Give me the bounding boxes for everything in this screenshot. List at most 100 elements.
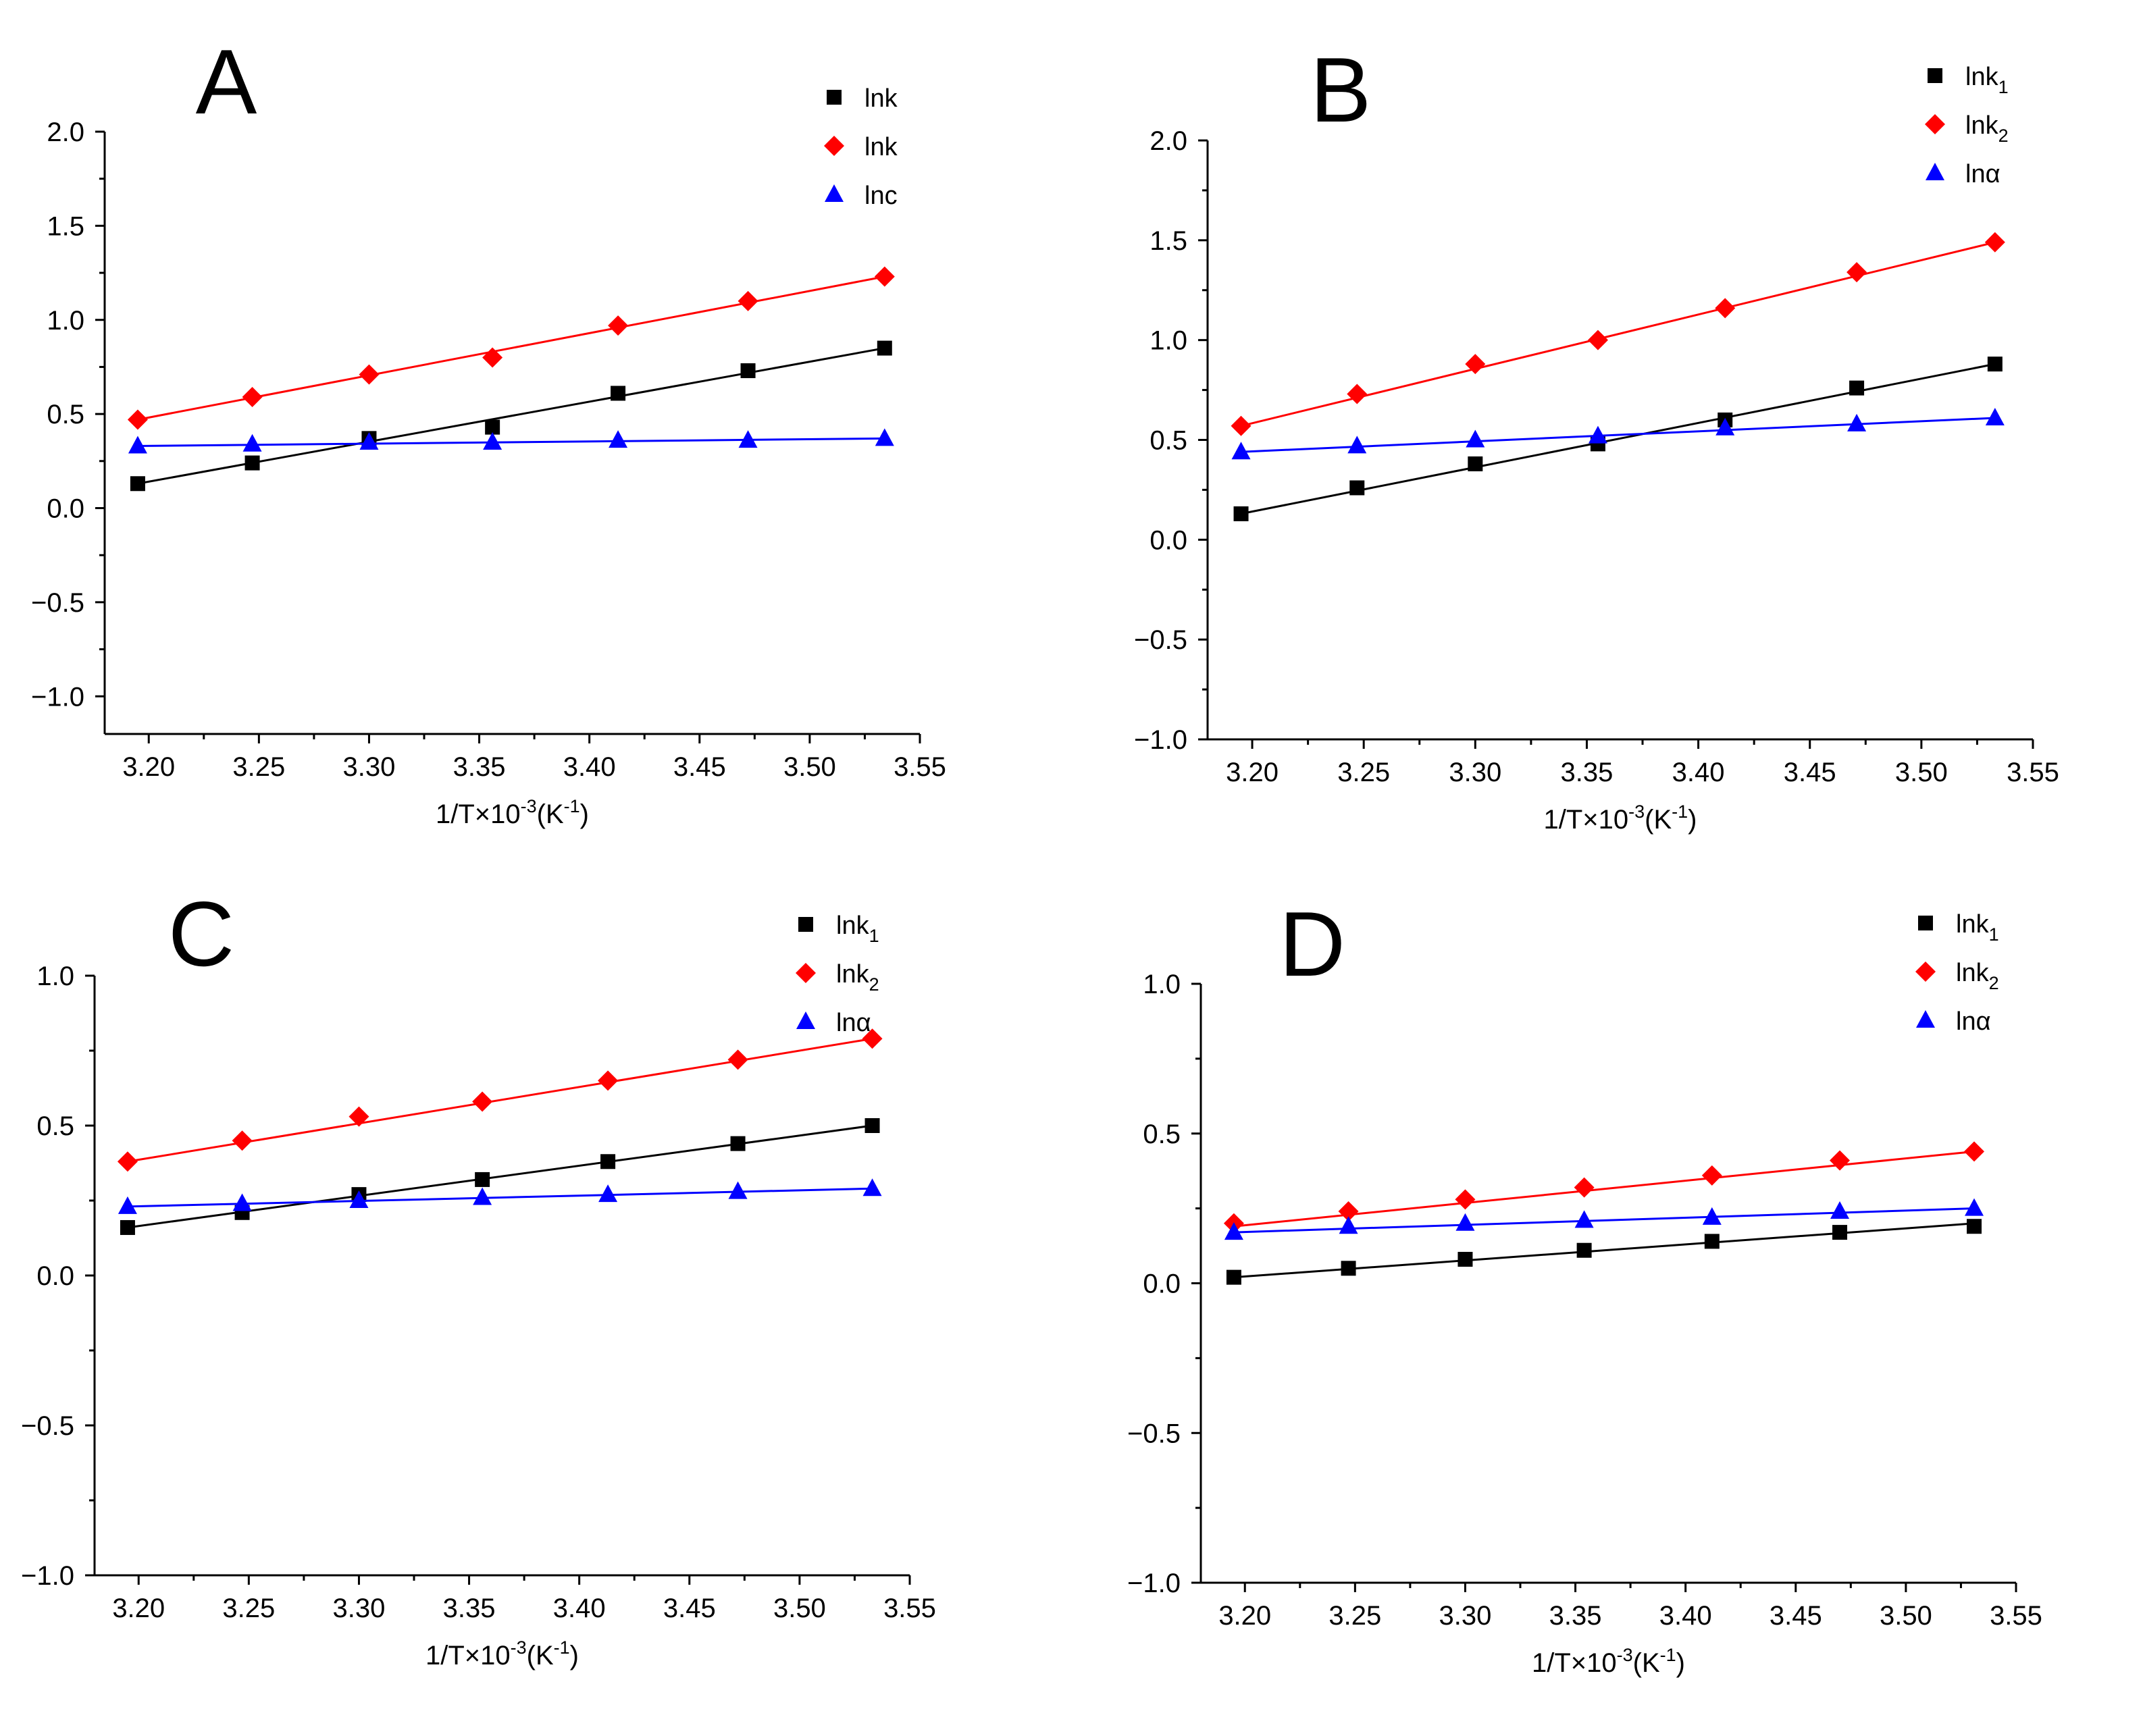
data-point [1701, 1165, 1722, 1186]
data-point [1965, 1198, 1984, 1216]
data-point [232, 1130, 253, 1151]
chart-panel-b: B 3.20 3.25 3.30 3.35 3.40 3.45 3.50 3.55 2.0 1.5 1… [1134, 38, 2059, 835]
data-point [1702, 1207, 1722, 1225]
data-point [1574, 1210, 1594, 1228]
data-point [1830, 1201, 1850, 1219]
data-point [1347, 436, 1367, 454]
data-point [1847, 262, 1867, 283]
y-tick-label: 1.5 [47, 211, 84, 241]
x-tick-label: 3.25 [232, 752, 285, 782]
legend-label: lnk1 [836, 912, 879, 946]
x-axis-label: 1/T×10-3(K-1) [436, 796, 589, 829]
y-tick-label: 0.0 [36, 1261, 74, 1291]
data-point [1347, 384, 1368, 404]
x-tick-label: 3.35 [1549, 1601, 1602, 1631]
data-point [1967, 1219, 1982, 1234]
data-point [128, 436, 147, 454]
series-2 [1231, 407, 2005, 460]
data-point [1349, 480, 1365, 496]
data-point [482, 347, 503, 368]
y-tick-label: −0.5 [31, 588, 84, 618]
data-point [359, 364, 380, 385]
y-tick-label: 1.5 [1150, 226, 1187, 256]
x-tick-label: 3.30 [1449, 758, 1501, 787]
x-tick-label: 3.30 [1439, 1601, 1492, 1631]
series-0 [1233, 357, 2003, 521]
x-tick-label: 3.50 [1895, 758, 1948, 787]
data-point [232, 1193, 252, 1211]
data-point [483, 431, 502, 450]
data-point [728, 1181, 748, 1199]
legend-marker [1915, 962, 1936, 982]
data-point [1466, 429, 1485, 448]
data-point [1588, 425, 1607, 444]
series-1 [1223, 1141, 1985, 1234]
fit-line [1233, 1150, 1975, 1228]
data-point [120, 1219, 135, 1235]
data-point [1847, 413, 1867, 431]
y-tick-label: 0.0 [47, 494, 84, 524]
data-point [118, 1196, 137, 1214]
data-point [608, 315, 629, 336]
legend-label: lnk1 [1965, 63, 2009, 97]
x-tick-label: 3.40 [1659, 1601, 1712, 1631]
x-tick-label: 3.25 [1328, 1601, 1381, 1631]
data-point [1987, 357, 2003, 372]
panel-letter: C [168, 883, 234, 985]
y-tick-label: 0.5 [36, 1111, 74, 1141]
series-2 [128, 428, 894, 454]
legend-label: lnα [836, 1009, 871, 1037]
data-point [127, 409, 148, 430]
fit-line [137, 347, 885, 485]
y-tick-label: −0.5 [1134, 625, 1187, 655]
data-point [600, 1154, 616, 1169]
x-tick-label: 3.55 [883, 1594, 936, 1623]
data-point [1574, 1177, 1595, 1198]
legend-marker [1916, 1010, 1935, 1028]
legend-marker [796, 963, 816, 983]
data-point [1832, 1225, 1848, 1240]
chart-panel-c: C 3.20 3.25 3.30 3.35 3.40 3.45 3.50 3.55 1.0 0.5 0… [21, 883, 936, 1671]
x-axis-label: 1/T×10-3(K-1) [425, 1637, 579, 1671]
y-tick-label: 1.0 [36, 962, 74, 991]
series-1 [1231, 232, 2005, 436]
data-point [1468, 456, 1483, 471]
data-point [727, 1049, 748, 1070]
y-tick-label: 1.0 [1143, 970, 1181, 999]
x-axis-label: 1/T×10-3(K-1) [1543, 801, 1697, 835]
data-point [349, 1190, 369, 1208]
legend-label: lnk2 [1956, 959, 1999, 993]
x-tick-label: 3.40 [553, 1594, 606, 1623]
fit-line [1241, 363, 1996, 515]
data-point [1455, 1189, 1476, 1210]
data-point [130, 476, 145, 492]
fit-line [1233, 1222, 1975, 1279]
data-point [1715, 298, 1736, 319]
legend: lnk1 lnk2 lnα [796, 912, 879, 1037]
x-tick-label: 3.20 [1218, 1601, 1271, 1631]
data-point [862, 1178, 882, 1196]
series-2 [118, 1178, 882, 1214]
x-tick-label: 3.45 [673, 752, 726, 782]
data-point [475, 1172, 490, 1187]
legend-marker [827, 90, 842, 105]
x-tick-label: 3.45 [1784, 758, 1836, 787]
data-point [1457, 1252, 1473, 1267]
legend-label: lnα [1956, 1007, 1991, 1036]
legend-marker [1925, 114, 1945, 134]
data-point [1233, 506, 1249, 521]
data-point [242, 387, 263, 408]
data-point [1964, 1141, 1985, 1162]
chart-panel-a: A 3.20 3.25 3.30 3.35 3.40 3.45 3.50 3.55 2.0 1.5 1… [31, 30, 946, 829]
data-point [1465, 354, 1486, 375]
data-point [348, 1106, 369, 1127]
x-tick-label: 3.35 [1561, 758, 1613, 787]
x-tick-label: 3.45 [663, 1594, 716, 1623]
y-tick-label: 0.0 [1150, 525, 1187, 555]
data-point [738, 430, 758, 448]
y-tick-label: 0.5 [1143, 1120, 1181, 1149]
series-0 [120, 1118, 880, 1235]
fit-line [1233, 1207, 1975, 1234]
series-1 [127, 266, 895, 430]
legend-label: lnk1 [1956, 910, 1999, 945]
